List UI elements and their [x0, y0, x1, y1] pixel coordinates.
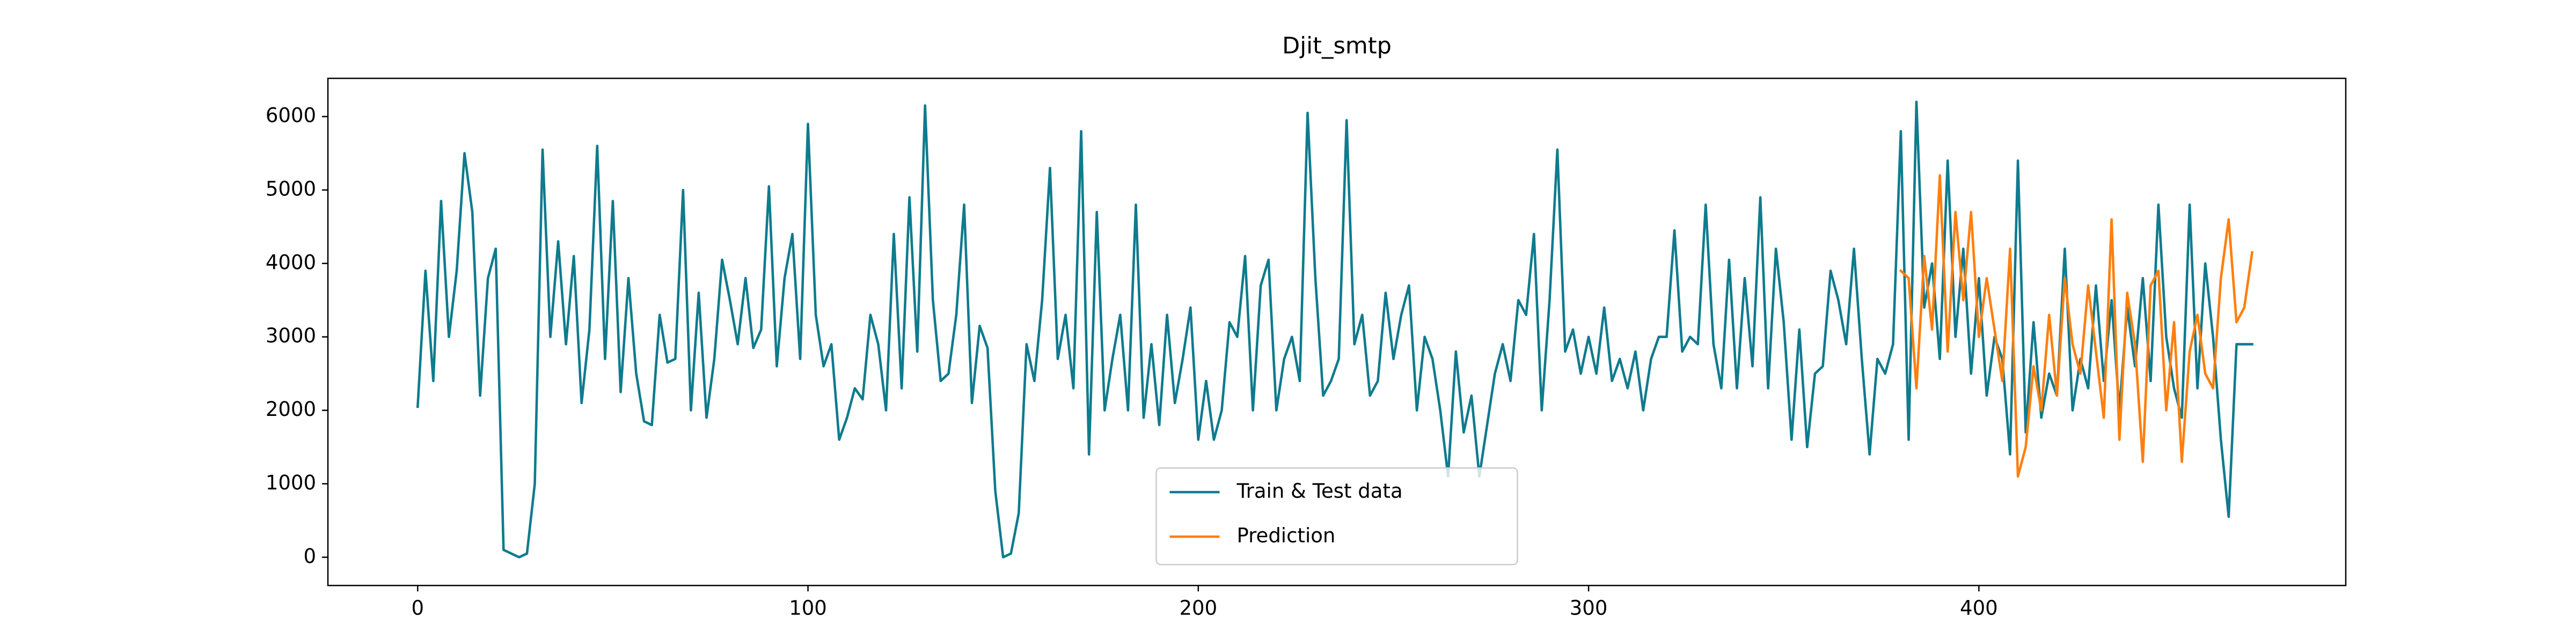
- y-tick-label: 6000: [266, 104, 316, 127]
- y-tick-label: 4000: [266, 251, 316, 274]
- legend-box: [1155, 467, 1518, 566]
- y-tick-label: 2000: [266, 398, 316, 421]
- legend-label: Prediction: [1237, 524, 1336, 547]
- legend-label: Train & Test data: [1236, 480, 1403, 503]
- data-line: [1899, 174, 2254, 478]
- y-tick-label: 3000: [266, 324, 316, 347]
- chart-title: Djit_smtp: [1282, 33, 1392, 60]
- x-tick-label: 200: [1180, 597, 1218, 620]
- data-line: [416, 100, 2253, 559]
- y-tick-label: 1000: [266, 471, 316, 494]
- series: [416, 100, 2253, 559]
- y-tick-label: 5000: [266, 178, 316, 201]
- y-tick-label: 0: [303, 545, 316, 568]
- x-tick-label: 400: [1960, 597, 1998, 620]
- x-tick-label: 0: [411, 597, 424, 620]
- plot-frame: [327, 77, 2347, 587]
- legend: Train & Test data Prediction: [1155, 467, 1518, 566]
- x-tick-label: 100: [789, 597, 827, 620]
- x-tick-label: 300: [1570, 597, 1608, 620]
- series: [1899, 174, 2254, 478]
